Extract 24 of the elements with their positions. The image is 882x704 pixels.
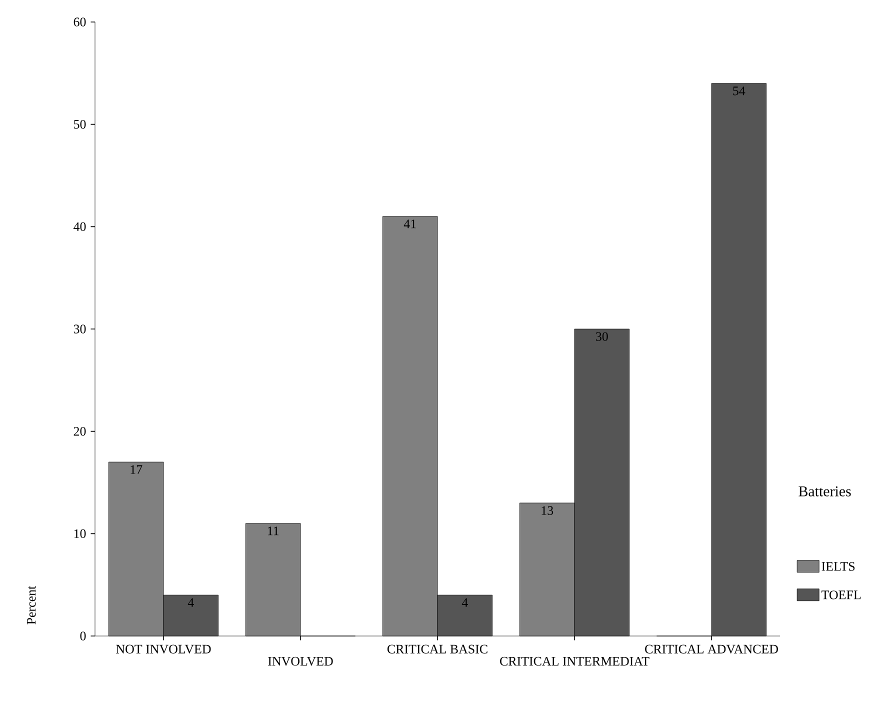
y-tick-label: 20 xyxy=(74,426,86,436)
data-label: 54 xyxy=(733,86,746,96)
x-tick-label: CRITICAL INTERMEDIAT xyxy=(500,656,650,666)
y-tick-label: 60 xyxy=(74,18,86,26)
data-label: 11 xyxy=(268,526,279,536)
x-tick-label: CRITICAL ADVANCED xyxy=(645,644,778,654)
legend-title: Batteries xyxy=(798,486,851,496)
y-tick-label: 50 xyxy=(74,120,86,129)
x-tick-label: INVOLVED xyxy=(268,656,333,666)
y-tick-label: 40 xyxy=(74,222,86,232)
data-label: 13 xyxy=(542,506,554,515)
legend-label: TOEFL xyxy=(822,590,861,600)
data-label: 4 xyxy=(462,598,468,607)
y-tick-label: 0 xyxy=(80,632,86,640)
y-tick-label: 30 xyxy=(74,324,86,334)
data-label: 41 xyxy=(404,220,416,228)
y-tick-label: 10 xyxy=(74,529,86,538)
y-axis-title: Percent xyxy=(27,586,36,624)
x-tick-label: CRITICAL BASIC xyxy=(387,644,488,654)
data-label: 17 xyxy=(130,465,142,474)
legend-label: IELTS xyxy=(822,562,855,571)
data-label: 4 xyxy=(188,598,194,607)
x-tick-label: NOT INVOLVED xyxy=(116,644,211,654)
data-label: 30 xyxy=(596,332,608,341)
